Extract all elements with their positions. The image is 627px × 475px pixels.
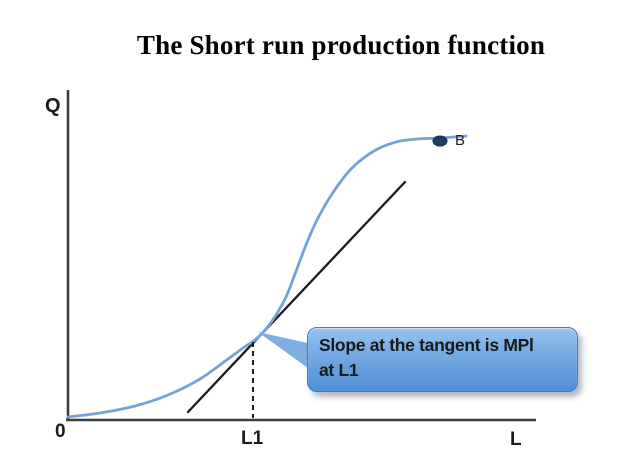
chart-title: The Short run production function (136, 30, 546, 60)
total-product-curve (66, 134, 468, 419)
tangent-line (186, 180, 407, 414)
x-axis-label: L (510, 429, 522, 450)
tangent-slope-callout: Slope at the tangent is MPl at L1 (307, 327, 578, 392)
origin-label: 0 (55, 421, 66, 442)
y-axis-label: Q (45, 95, 61, 117)
point-b-marker (432, 135, 448, 147)
callout-tail (258, 332, 312, 371)
point-b-label: B (455, 132, 466, 149)
x-tick-label-l1: L1 (241, 428, 264, 449)
callout-text-line-2: at L1 (319, 360, 359, 380)
callout-text-line-1: Slope at the tangent is MPl (319, 335, 534, 355)
